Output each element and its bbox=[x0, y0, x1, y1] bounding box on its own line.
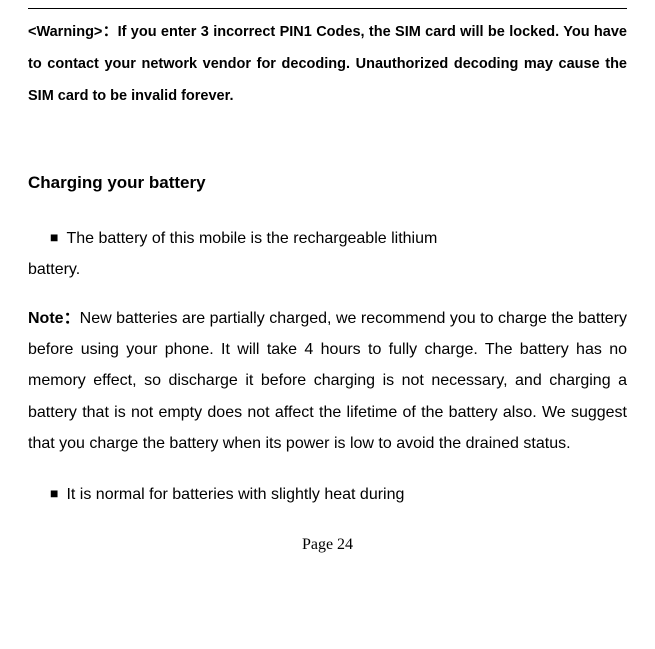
note-block: Note：New batteries are partially charged… bbox=[28, 303, 627, 459]
bullet-item-2: ■ It is normal for batteries with slightl… bbox=[28, 479, 627, 510]
bullet-1-continuation: battery. bbox=[28, 254, 627, 285]
square-bullet-icon: ■ bbox=[50, 224, 58, 251]
section-heading: Charging your battery bbox=[28, 173, 627, 193]
bullet-1-text: The battery of this mobile is the rechar… bbox=[66, 230, 437, 247]
note-body: New batteries are partially charged, we … bbox=[28, 310, 627, 452]
warning-block: <Warning>：If you enter 3 incorrect PIN1 … bbox=[28, 8, 627, 113]
bullet-2-text: It is normal for batteries with slightly… bbox=[66, 486, 404, 503]
warning-text: <Warning>：If you enter 3 incorrect PIN1 … bbox=[28, 24, 627, 104]
square-bullet-icon: ■ bbox=[50, 480, 58, 507]
note-label: Note： bbox=[28, 310, 80, 327]
bullet-item-1: ■ The battery of this mobile is the recha… bbox=[28, 223, 627, 254]
page-number: Page 24 bbox=[28, 536, 627, 554]
